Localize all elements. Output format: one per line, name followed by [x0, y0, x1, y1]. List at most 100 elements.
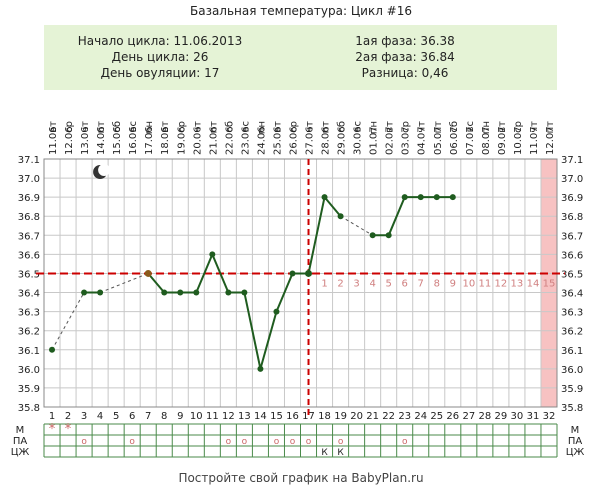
day-number: 29 — [495, 411, 508, 422]
luteal-day-number: 6 — [402, 278, 408, 289]
date-label: 18.06 — [160, 126, 171, 155]
weekday-label: ср — [401, 121, 412, 133]
day-number: 15 — [270, 411, 283, 422]
day-number: 8 — [161, 411, 167, 422]
day-number: 17 — [302, 411, 315, 422]
temperature-point — [433, 194, 440, 201]
day-number: 4 — [97, 411, 103, 422]
day-number: 22 — [382, 411, 395, 422]
row-label-right: ПА — [568, 436, 583, 447]
y-tick-label-left: 36.1 — [18, 346, 40, 357]
day-number: 25 — [430, 411, 443, 422]
weekday-label: пт — [96, 121, 107, 134]
temperature-point — [401, 194, 408, 201]
y-tick-label-left: 37.1 — [18, 155, 40, 166]
marker-1: o — [306, 437, 312, 447]
date-label: 04.07 — [417, 126, 428, 155]
date-label: 17.06 — [144, 126, 155, 155]
date-label: 22.06 — [224, 126, 235, 155]
weekday-label: вс — [353, 121, 364, 132]
temperature-point — [321, 194, 328, 201]
day-number: 18 — [318, 411, 331, 422]
luteal-day-number: 13 — [511, 278, 524, 289]
y-tick-label-left: 36.4 — [18, 289, 40, 300]
temperature-segment — [211, 253, 230, 293]
day-number: 19 — [334, 411, 347, 422]
y-tick-label-left: 36.3 — [18, 308, 40, 319]
luteal-day-number: 12 — [495, 278, 508, 289]
marker-1: o — [242, 437, 248, 447]
weekday-label: пт — [545, 121, 556, 134]
temperature-point — [241, 289, 248, 296]
marker-2: К — [337, 448, 344, 458]
row-label-left: ПА — [13, 436, 28, 447]
marker-0: * — [49, 422, 56, 437]
y-tick-label-left: 36.7 — [18, 231, 40, 242]
temperature-segment — [259, 311, 278, 370]
temperature-gap-segment — [99, 272, 149, 294]
highlight-day-column — [540, 159, 557, 407]
cycle-day-text: День цикла: 26 — [111, 50, 209, 64]
marker-1: o — [402, 437, 408, 447]
y-tick-label-right: 36.4 — [561, 289, 583, 300]
ovulation-day-text: День овуляции: 17 — [100, 66, 220, 80]
weekday-label: вт — [497, 121, 508, 133]
day-number: 16 — [286, 411, 299, 422]
difference-text: Разница: 0,46 — [361, 66, 449, 80]
date-label: 19.06 — [176, 126, 187, 155]
y-tick-label-left: 36.9 — [18, 193, 40, 204]
y-tick-label-right: 35.8 — [561, 403, 583, 414]
weekday-label: чт — [417, 121, 428, 133]
temperature-segment — [195, 253, 214, 293]
weekday-label: вс — [128, 121, 139, 132]
luteal-day-number: 14 — [527, 278, 540, 289]
temperature-segment — [387, 196, 406, 236]
y-tick-label-left: 35.8 — [18, 403, 40, 414]
temperature-segment — [147, 272, 165, 294]
date-label: 28.06 — [321, 126, 332, 155]
date-label: 01.07 — [369, 126, 380, 155]
day-number: 10 — [190, 411, 203, 422]
weekday-label: сб — [337, 121, 348, 133]
day-number: 2 — [65, 411, 71, 422]
luteal-day-number: 9 — [450, 278, 456, 289]
footer-link[interactable]: Постройте свой график на BabyPlan.ru — [178, 471, 424, 485]
day-number: 20 — [350, 411, 363, 422]
date-label: 05.07 — [433, 126, 444, 155]
y-tick-label-left: 35.9 — [18, 384, 40, 395]
y-tick-label-left: 36.6 — [18, 250, 40, 261]
y-tick-label-left: 36.0 — [18, 365, 40, 376]
y-tick-label-right: 37.0 — [561, 174, 583, 185]
luteal-day-number: 8 — [434, 278, 440, 289]
temperature-gap-segment — [51, 292, 85, 351]
date-label: 24.06 — [256, 126, 267, 155]
date-label: 09.07 — [497, 126, 508, 155]
y-tick-label-right: 36.0 — [561, 365, 583, 376]
day-number: 11 — [206, 411, 219, 422]
marker-1: o — [274, 437, 280, 447]
luteal-day-number: 10 — [462, 278, 475, 289]
day-number: 26 — [446, 411, 459, 422]
day-number: 14 — [254, 411, 267, 422]
luteal-day-number: 2 — [337, 278, 343, 289]
y-tick-label-left: 36.5 — [18, 269, 40, 280]
weekday-label: вт — [160, 121, 171, 133]
weekday-label: ср — [513, 121, 524, 133]
y-tick-label-right: 36.7 — [561, 231, 583, 242]
y-tick-label-right: 37.1 — [561, 155, 583, 166]
day-number: 30 — [511, 411, 524, 422]
phase2-text: 2ая фаза: 36.84 — [355, 50, 455, 64]
row-label-right: М — [571, 425, 580, 436]
temperature-segment — [243, 292, 262, 370]
luteal-day-number: 1 — [321, 278, 327, 289]
day-number: 21 — [366, 411, 379, 422]
temperature-gap-segment — [340, 215, 373, 236]
temperature-point — [81, 289, 88, 296]
temperature-point — [273, 308, 280, 315]
day-number: 1 — [49, 411, 55, 422]
weekday-label: вс — [465, 121, 476, 132]
day-number: 7 — [145, 411, 151, 422]
date-label: 02.07 — [385, 126, 396, 155]
temperature-point — [177, 289, 184, 296]
